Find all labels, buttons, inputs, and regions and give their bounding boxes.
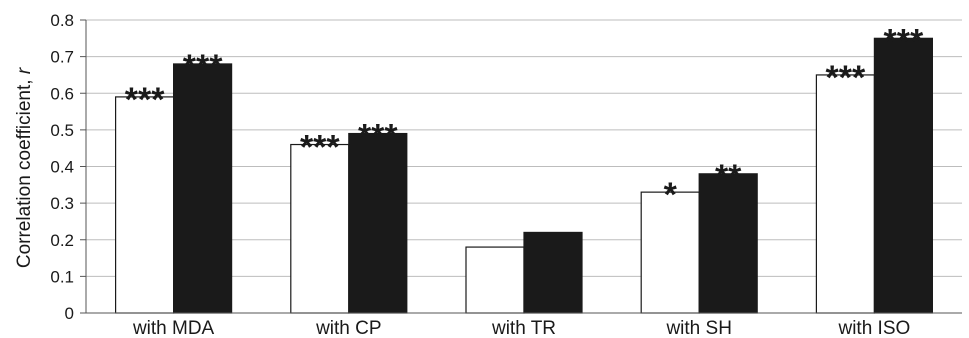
significance-label: *** <box>300 129 340 167</box>
bar-black <box>873 37 934 314</box>
y-tick-label: 0.4 <box>50 158 74 177</box>
bar-black <box>523 231 583 314</box>
bar-black <box>698 173 758 314</box>
x-category-label: with SH <box>665 318 731 338</box>
y-axis-title-text: Correlation coefficient, <box>14 74 35 268</box>
significance-label: *** <box>884 22 924 60</box>
labels: 00.10.20.30.40.50.60.70.8******with MDA*… <box>50 11 924 338</box>
y-tick-label: 0.8 <box>50 11 74 30</box>
y-tick-label: 0.5 <box>50 121 74 140</box>
significance-label: *** <box>125 81 165 119</box>
y-axis-title: Correlation coefficient, r <box>14 67 35 268</box>
y-tick-label: 0.2 <box>50 231 74 250</box>
significance-label: *** <box>183 48 223 86</box>
y-tick-label: 0 <box>65 304 74 323</box>
bar-white <box>114 96 175 314</box>
y-tick-label: 0.7 <box>50 48 74 67</box>
x-category-label: with TR <box>491 318 556 338</box>
y-axis-title-variable: r <box>14 67 35 74</box>
bars <box>114 37 934 314</box>
bar-white <box>290 143 350 314</box>
x-category-label: with CP <box>315 318 381 338</box>
bar-white <box>640 191 700 314</box>
x-category-label: with MDA <box>132 318 215 338</box>
y-tick-label: 0.1 <box>50 267 74 286</box>
bar-black <box>348 132 408 314</box>
y-tick-label: 0.6 <box>50 84 74 103</box>
y-tick-label: 0.3 <box>50 194 74 213</box>
axes <box>80 19 962 314</box>
significance-label: * <box>664 176 678 214</box>
significance-label: *** <box>358 118 398 156</box>
bar-white <box>465 246 525 314</box>
significance-label: *** <box>826 59 866 97</box>
bar-white <box>815 74 876 314</box>
bar-black <box>173 63 233 314</box>
significance-label: ** <box>715 158 742 196</box>
x-category-label: with ISO <box>837 318 910 338</box>
